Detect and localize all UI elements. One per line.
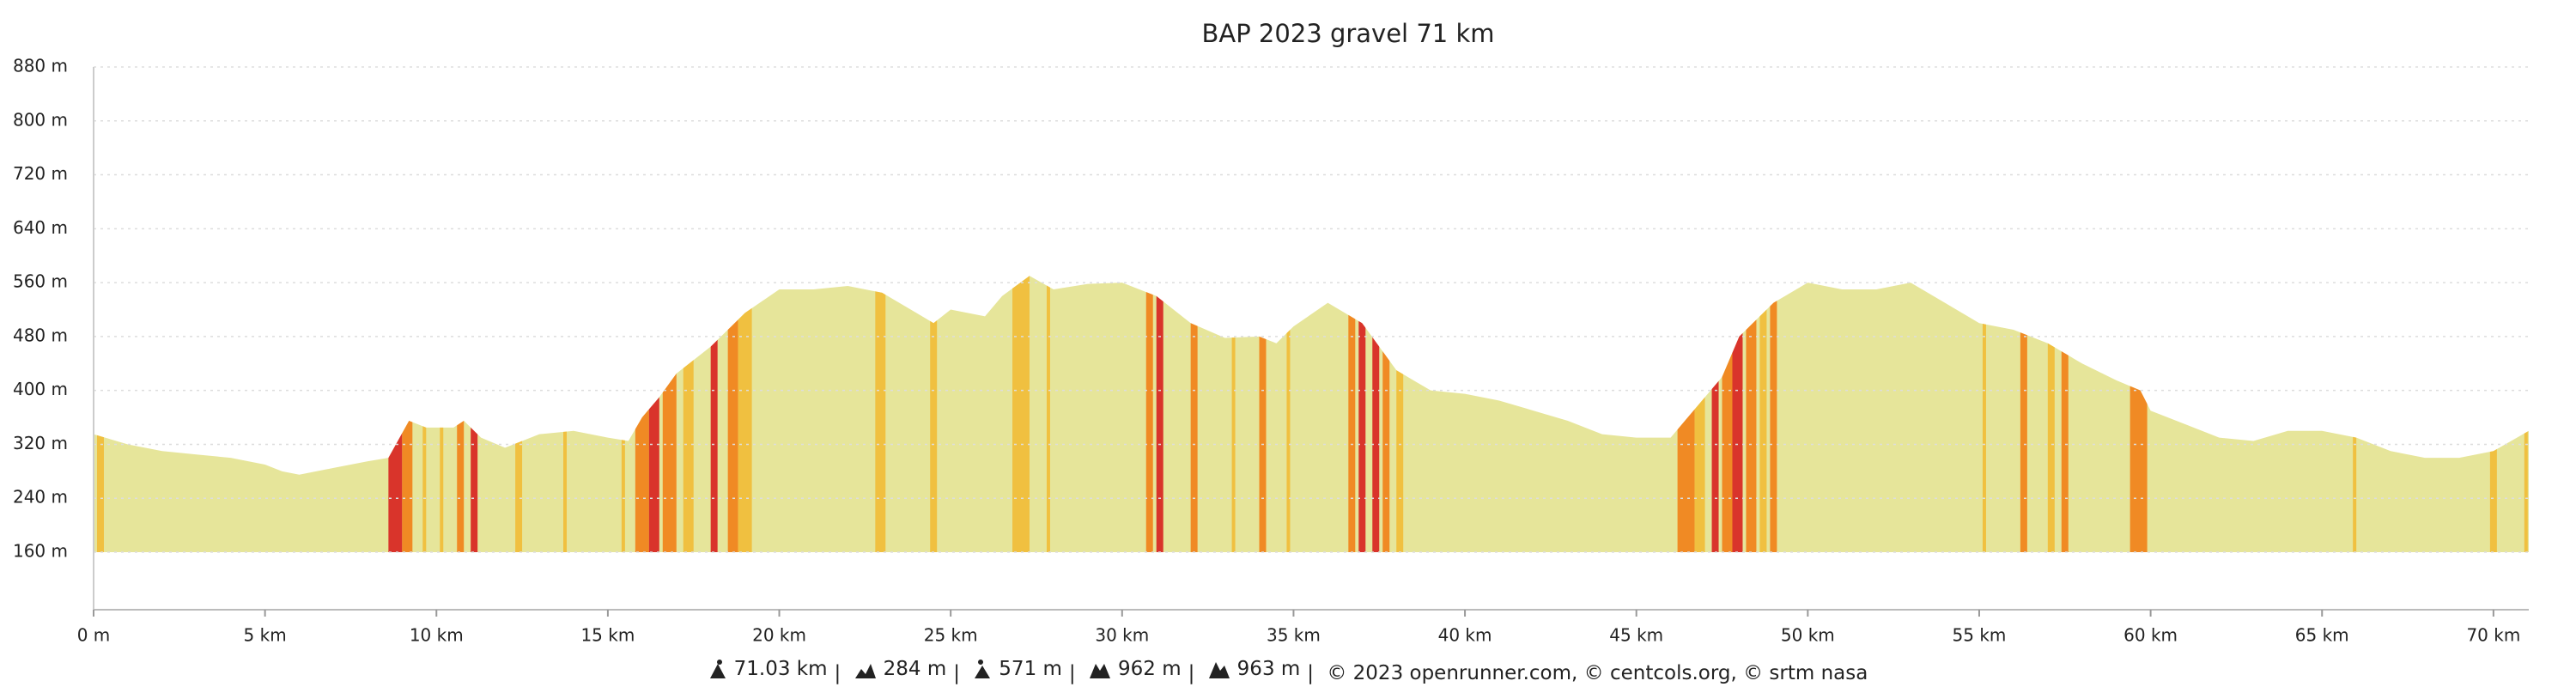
slope-band	[1156, 276, 1163, 552]
slope-band	[1694, 276, 1705, 552]
slope-band	[2524, 276, 2528, 552]
slope-band	[1759, 276, 1767, 552]
slope-band	[1982, 276, 1986, 552]
slope-band	[1711, 276, 1719, 552]
slope-band	[1770, 276, 1777, 552]
slope-band	[1190, 276, 1198, 552]
slope-band	[662, 276, 677, 552]
slope-band	[1382, 276, 1390, 552]
footer: 71.03 km | 284 m | 571 m | 962 m | 963 m | © …	[0, 658, 2576, 684]
slope-band	[402, 276, 413, 552]
descent-stat: 571 m	[973, 658, 1062, 680]
x-tick-label: 40 km	[1438, 625, 1492, 646]
min-stat: 962 m	[1089, 658, 1182, 680]
max-stat: 963 m	[1208, 658, 1301, 680]
slope-band	[710, 276, 718, 552]
x-tick-label: 45 km	[1609, 625, 1663, 646]
slope-band	[1722, 276, 1733, 552]
slope-band	[1259, 276, 1267, 552]
slope-band	[1231, 276, 1236, 552]
slope-band	[621, 276, 625, 552]
distance-icon	[709, 660, 726, 678]
x-tick-label: 70 km	[2466, 625, 2520, 646]
stat: 284 m	[883, 658, 947, 680]
chart: BAP 2023 gravel 71 km 160 m 240 m 320 m 400…	[13, 19, 2529, 646]
x-tick-label: 5 km	[244, 625, 287, 646]
slope-band	[1012, 276, 1030, 552]
distance-stat: 71.03 km	[708, 658, 828, 680]
slope-band	[1677, 276, 1695, 552]
elevation-area	[94, 276, 2529, 552]
slope-band	[388, 276, 403, 552]
y-tick-label: 160 m	[13, 541, 68, 562]
max-icon	[1208, 662, 1230, 678]
chart-title: BAP 2023 gravel 71 km	[1201, 19, 1494, 48]
x-tick-label: 20 km	[752, 625, 806, 646]
slope-band	[930, 276, 938, 552]
x-tick-label: 35 km	[1267, 625, 1321, 646]
slope-band	[648, 276, 659, 552]
stat: 963 m	[1236, 658, 1301, 680]
slope-band	[875, 276, 886, 552]
slope-band	[683, 276, 694, 552]
x-tick-label: 55 km	[1953, 625, 2007, 646]
slope-band	[1372, 276, 1380, 552]
y-tick-label: 800 m	[13, 109, 68, 130]
slope-band	[727, 276, 738, 552]
slope-band	[1358, 276, 1366, 552]
slope-band	[738, 276, 752, 552]
x-tick-label: 25 km	[924, 625, 978, 646]
ascent-stat: 284 m	[854, 658, 947, 680]
y-tick-label: 480 m	[13, 325, 68, 345]
slope-band	[457, 276, 465, 552]
slope-band	[1145, 276, 1153, 552]
x-tick-label: 0 m	[77, 625, 111, 646]
slope-band	[1046, 276, 1050, 552]
slope-band	[2129, 276, 2148, 552]
slope-band	[562, 276, 567, 552]
slope-band	[1286, 276, 1291, 552]
slope-band	[2061, 276, 2069, 552]
y-tick-label: 400 m	[13, 379, 68, 399]
slope-band	[2353, 276, 2357, 552]
slope-band	[1732, 276, 1743, 552]
y-tick-label: 560 m	[13, 271, 68, 292]
slope-band	[440, 276, 444, 552]
credits: © 2023 openrunner.com, © centcols.org, ©…	[1327, 662, 1868, 684]
slope-band	[96, 276, 104, 552]
x-tick-label: 50 km	[1781, 625, 1835, 646]
slope-band	[2020, 276, 2027, 552]
slope-band	[515, 276, 523, 552]
slope-band	[2489, 276, 2497, 552]
y-tick-label: 640 m	[13, 217, 68, 238]
slope-band	[471, 276, 478, 552]
slope-band	[1348, 276, 1356, 552]
x-tick-label: 15 km	[580, 625, 635, 646]
slope-band	[635, 276, 649, 552]
stat: 71.03 km	[733, 658, 828, 680]
y-tick-label: 880 m	[13, 56, 68, 76]
slope-band	[1746, 276, 1757, 552]
stat: 962 m	[1117, 658, 1182, 680]
slope-band	[1396, 276, 1404, 552]
x-tick-label: 30 km	[1095, 625, 1149, 646]
x-tick-label: 60 km	[2123, 625, 2178, 646]
slope-band	[422, 276, 427, 552]
slope-band	[2047, 276, 2055, 552]
ascent-icon	[854, 664, 876, 678]
stat: 571 m	[999, 658, 1062, 680]
y-tick-label: 320 m	[13, 433, 68, 453]
descent-icon	[975, 660, 991, 678]
x-tick-label: 65 km	[2295, 625, 2349, 646]
x-tick-label: 10 km	[410, 625, 464, 646]
y-tick-label: 720 m	[13, 163, 68, 184]
y-tick-label: 240 m	[13, 487, 68, 508]
min-icon	[1089, 664, 1110, 678]
